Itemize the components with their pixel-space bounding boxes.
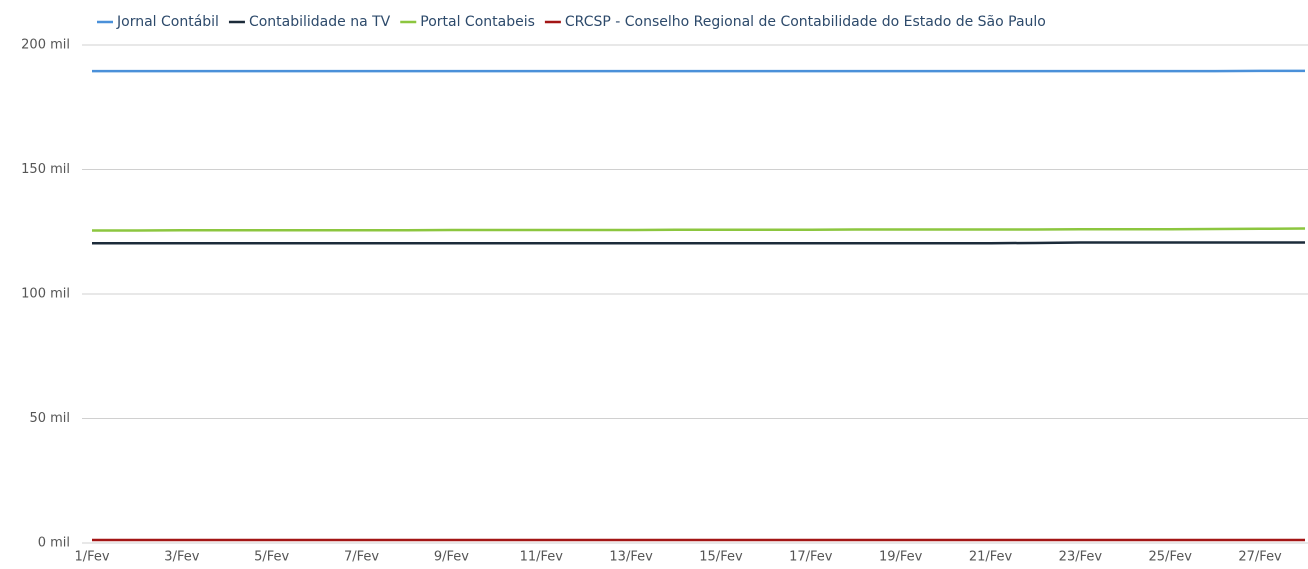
legend-label: Portal Contabeis <box>420 14 535 30</box>
legend-label: Contabilidade na TV <box>249 14 391 30</box>
x-tick-label: 3/Fev <box>164 550 199 565</box>
x-tick-label: 21/Fev <box>969 550 1013 565</box>
x-tick-label: 1/Fev <box>74 550 109 565</box>
legend-label: CRCSP - Conselho Regional de Contabilida… <box>565 14 1046 30</box>
x-tick-label: 5/Fev <box>254 550 289 565</box>
x-tick-label: 27/Fev <box>1238 550 1282 565</box>
x-tick-label: 15/Fev <box>699 550 743 565</box>
x-tick-label: 11/Fev <box>520 550 564 565</box>
series-line <box>92 229 1305 231</box>
x-tick-label: 19/Fev <box>879 550 923 565</box>
y-tick-label: 0 mil <box>38 536 70 551</box>
x-tick-label: 13/Fev <box>609 550 653 565</box>
y-tick-label: 50 mil <box>29 411 70 426</box>
x-tick-label: 23/Fev <box>1059 550 1103 565</box>
x-tick-label: 17/Fev <box>789 550 833 565</box>
y-tick-label: 100 mil <box>21 287 70 302</box>
y-tick-label: 200 mil <box>21 38 70 53</box>
x-tick-label: 9/Fev <box>434 550 469 565</box>
y-tick-label: 150 mil <box>21 162 70 177</box>
legend-label: Jornal Contábil <box>116 14 219 30</box>
x-tick-label: 7/Fev <box>344 550 379 565</box>
x-tick-label: 25/Fev <box>1149 550 1193 565</box>
series-line <box>92 242 1305 243</box>
